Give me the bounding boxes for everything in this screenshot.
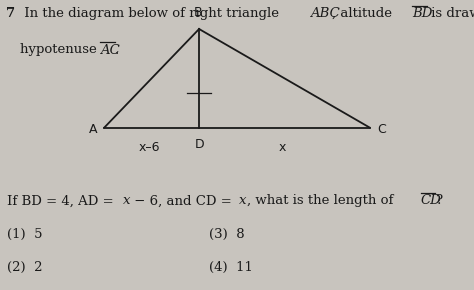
Text: hypotenuse: hypotenuse xyxy=(20,44,101,57)
Text: 7: 7 xyxy=(6,7,15,20)
Text: , altitude: , altitude xyxy=(332,7,396,20)
Text: x–6: x–6 xyxy=(138,141,160,154)
Text: − 6, and CD =: − 6, and CD = xyxy=(130,194,237,207)
Text: In the diagram below of right triangle: In the diagram below of right triangle xyxy=(20,7,283,20)
Text: is drawn to: is drawn to xyxy=(427,7,474,20)
Text: If BD = 4, AD =: If BD = 4, AD = xyxy=(7,194,118,207)
Text: .: . xyxy=(115,44,119,57)
Text: A: A xyxy=(89,123,97,135)
Text: CD: CD xyxy=(421,194,441,207)
Text: AC: AC xyxy=(100,44,120,57)
Text: ?: ? xyxy=(435,194,442,207)
Text: (3)  8: (3) 8 xyxy=(209,228,244,241)
Text: (1)  5: (1) 5 xyxy=(7,228,43,241)
Text: ABC: ABC xyxy=(310,7,340,20)
Text: C: C xyxy=(377,123,385,135)
Text: B: B xyxy=(194,6,202,19)
Text: x: x xyxy=(278,141,286,154)
Text: x: x xyxy=(239,194,247,207)
Text: (2)  2: (2) 2 xyxy=(7,261,43,274)
Text: , what is the length of: , what is the length of xyxy=(246,194,397,207)
Text: (4)  11: (4) 11 xyxy=(209,261,253,274)
Text: BD: BD xyxy=(412,7,432,20)
Text: x: x xyxy=(123,194,131,207)
Text: D: D xyxy=(195,138,205,151)
